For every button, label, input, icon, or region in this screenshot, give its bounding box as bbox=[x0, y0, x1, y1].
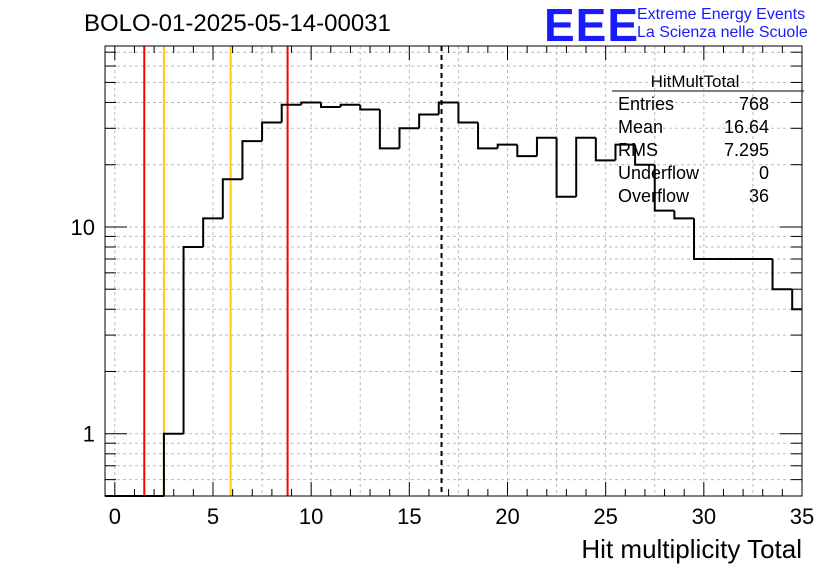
x-tick-label: 30 bbox=[692, 504, 716, 529]
histogram-bin bbox=[634, 144, 655, 166]
histogram-bin bbox=[398, 127, 420, 149]
stats-row-label: Underflow bbox=[618, 163, 700, 183]
x-axis-label: Hit multiplicity Total bbox=[581, 534, 802, 564]
logo-line-2: La Scienza nelle Scuole bbox=[637, 24, 808, 41]
histogram-bin bbox=[477, 122, 498, 150]
stats-row-value: 0 bbox=[759, 163, 769, 183]
histogram-bin bbox=[182, 245, 204, 434]
histogram-bin bbox=[437, 101, 459, 115]
histogram-bin bbox=[418, 113, 439, 129]
histogram-bin bbox=[535, 136, 557, 157]
histogram-bin bbox=[673, 210, 695, 220]
marker-lines bbox=[143, 46, 443, 496]
stats-row-value: 36 bbox=[749, 186, 769, 206]
histogram-bin bbox=[771, 258, 793, 291]
plot-frame bbox=[104, 45, 803, 497]
eee-logo: EEE bbox=[544, 0, 640, 51]
grid bbox=[105, 46, 803, 497]
stats-box: HitMultTotal Entries 768 Mean 16.64 RMS 7.295… bbox=[612, 72, 804, 206]
histogram-bin bbox=[575, 136, 596, 197]
x-tick-label: 10 bbox=[299, 504, 323, 529]
x-tick-label: 5 bbox=[207, 504, 219, 529]
histogram-bin bbox=[516, 144, 537, 158]
histogram-bin bbox=[261, 121, 282, 142]
histogram-bin bbox=[614, 143, 636, 161]
histogram-bin bbox=[221, 178, 243, 219]
stats-row-label: RMS bbox=[618, 140, 658, 160]
x-tick-label: 0 bbox=[109, 504, 121, 529]
histogram-bin bbox=[280, 103, 302, 123]
histogram-bin bbox=[359, 104, 380, 111]
histogram-bin bbox=[457, 102, 479, 124]
x-tick-label: 15 bbox=[397, 504, 421, 529]
stats-row-value: 16.64 bbox=[724, 117, 769, 137]
histogram-bin bbox=[202, 217, 223, 247]
histogram-bin bbox=[555, 137, 577, 198]
stats-title: HitMultTotal bbox=[651, 72, 740, 91]
x-tick-label: 20 bbox=[495, 504, 519, 529]
stats-row-label: Overflow bbox=[618, 186, 690, 206]
y-tick-label: 1 bbox=[83, 422, 95, 447]
stats-row-value: 768 bbox=[739, 94, 769, 114]
stats-row-label: Mean bbox=[618, 117, 663, 137]
histogram-bin bbox=[496, 143, 518, 149]
histogram-bin bbox=[241, 140, 263, 180]
histogram-bin bbox=[791, 289, 802, 311]
stats-row-label: Entries bbox=[618, 94, 674, 114]
histogram-bin bbox=[594, 137, 616, 162]
chart-title: BOLO-01-2025-05-14-00031 bbox=[84, 10, 391, 37]
x-tick-label: 25 bbox=[593, 504, 617, 529]
histogram-bin bbox=[378, 109, 400, 150]
y-tick-label: 10 bbox=[71, 215, 95, 240]
logo-line-1: Extreme Energy Events bbox=[637, 6, 806, 23]
x-tick-label: 35 bbox=[790, 504, 814, 529]
histogram-bin bbox=[300, 101, 321, 105]
stats-row-value: 7.295 bbox=[724, 140, 769, 160]
axis-ticks: 0 5 10 15 20 25 30 35 1 10 bbox=[71, 46, 814, 529]
histogram-bin bbox=[319, 102, 341, 109]
histogram-bin bbox=[339, 103, 361, 108]
histogram-series bbox=[105, 101, 802, 497]
histogram-bin bbox=[653, 164, 675, 212]
histogram-bin bbox=[162, 432, 184, 496]
histogram-bin bbox=[693, 218, 714, 260]
